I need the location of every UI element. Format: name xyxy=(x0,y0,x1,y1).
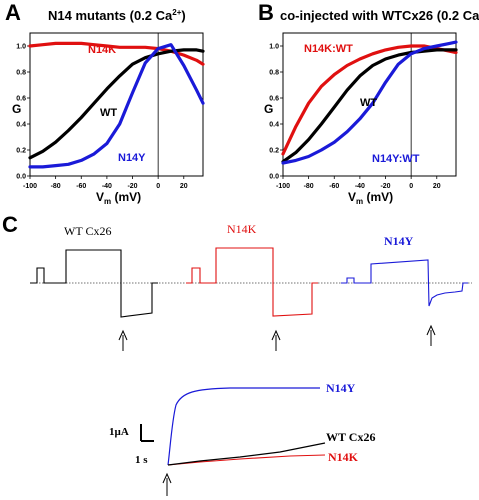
x-tick-label: -80 xyxy=(304,183,314,190)
chart-a-label-wt: WT xyxy=(100,107,117,119)
x-tick-label: -40 xyxy=(355,183,365,190)
chart-b-ticks: -100 -80 -60 -40 -20 0 20 0.0 0.2 0.4 0.6 0.8 1.0 xyxy=(269,33,441,190)
arrow-n14k xyxy=(271,329,281,351)
chart-b-xlabel: Vm (mV) xyxy=(348,190,393,206)
chart-a-series xyxy=(28,41,205,169)
panel-c-overlay: N14Y WT Cx26 N14K 1µA 1 s xyxy=(109,381,375,496)
panel-c-traces: WT Cx26 N14K N14Y xyxy=(30,222,472,351)
y-tick-label: 0.6 xyxy=(269,96,279,103)
chart-a-label-n14y: N14Y xyxy=(118,152,146,164)
series-line-wt xyxy=(281,48,458,164)
trace-wt-label: WT Cx26 xyxy=(64,224,111,238)
y-tick-label: 0.2 xyxy=(16,148,26,155)
chart-a-xlabel: Vm (mV) xyxy=(96,190,141,206)
trace-n14y xyxy=(341,259,468,307)
overlay-trace-wt xyxy=(167,442,326,466)
y-tick-label: 1.0 xyxy=(16,44,26,51)
x-tick-label: -20 xyxy=(380,183,390,190)
overlay-label-wt: WT Cx26 xyxy=(326,430,375,444)
chart-a: -100 -80 -60 -40 -20 0 200.00.20.40.60.81.0 G … xyxy=(12,32,205,206)
overlay-label-n14y: N14Y xyxy=(326,381,356,395)
chart-b-label-n14ywt: N14Y:WT xyxy=(372,153,420,165)
x-tick-label: -100 xyxy=(276,183,290,190)
series-line-wt xyxy=(28,48,205,160)
y-tick-label: 0.4 xyxy=(16,122,26,129)
series-line-n14y xyxy=(28,43,205,169)
chart-b-label-n14kwt: N14K:WT xyxy=(304,43,353,55)
trace-n14k xyxy=(186,247,318,317)
series-line-n14k xyxy=(28,41,205,66)
overlay-trace-n14k xyxy=(167,454,326,466)
chart-b-label-wt: WT xyxy=(360,97,377,109)
y-tick-label: 0.8 xyxy=(16,70,26,77)
chart-a-ticks: -100 -80 -60 -40 -20 0 20 0.0 0.2 0.4 0.6 0.8 1.0 xyxy=(16,33,188,190)
trace-n14y-label: N14Y xyxy=(384,234,414,248)
x-tick-label: -40 xyxy=(102,183,112,190)
overlay-label-n14k: N14K xyxy=(328,450,359,464)
y-tick-label: 0.0 xyxy=(16,174,26,181)
chart-b-frame xyxy=(282,32,457,177)
arrow-wt xyxy=(118,329,128,351)
panel-letter-a: A xyxy=(5,0,21,25)
chart-b-ylabel: G xyxy=(264,102,273,116)
overlay-trace-n14y xyxy=(167,387,320,466)
trace-n14k-label: N14K xyxy=(227,222,257,236)
x-tick-label: -20 xyxy=(127,183,137,190)
chart-a-ylabel: G xyxy=(12,102,21,116)
series-line-n14y-wt xyxy=(281,40,458,165)
chart-b: -100 -80 -60 -40 -20 0 200.00.20.40.60.81.0 G … xyxy=(264,32,458,206)
scale-time-label: 1 s xyxy=(135,454,148,466)
y-tick-label: 1.0 xyxy=(269,44,279,51)
y-tick-label: 0.4 xyxy=(269,122,279,129)
chart-b-series xyxy=(281,40,458,165)
y-tick-label: 0.6 xyxy=(16,96,26,103)
scale-bar: 1µA 1 s xyxy=(109,424,154,466)
x-tick-label: 0 xyxy=(156,183,160,190)
x-tick-label: -100 xyxy=(23,183,37,190)
panel-b-title: co-injected with WTCx26 (0.2 Ca2+) xyxy=(280,8,479,23)
y-tick-label: 0.0 xyxy=(269,174,279,181)
x-tick-label: -80 xyxy=(51,183,61,190)
scale-current-label: 1µA xyxy=(109,426,129,438)
x-tick-label: -60 xyxy=(329,183,339,190)
x-tick-label: 0 xyxy=(409,183,413,190)
panel-a-title: N14 mutants (0.2 Ca2+) xyxy=(48,8,186,23)
y-tick-label: 0.2 xyxy=(269,148,279,155)
panel-letter-b: B xyxy=(258,0,274,25)
x-tick-label: 20 xyxy=(433,183,441,190)
x-tick-label: -60 xyxy=(76,183,86,190)
arrow-overlay xyxy=(162,472,172,496)
chart-a-label-n14k: N14K xyxy=(88,44,116,56)
y-tick-label: 0.8 xyxy=(269,70,279,77)
panel-letter-c: C xyxy=(2,212,18,237)
x-tick-label: 20 xyxy=(180,183,188,190)
trace-wt xyxy=(30,249,158,318)
arrow-n14y xyxy=(426,324,436,346)
